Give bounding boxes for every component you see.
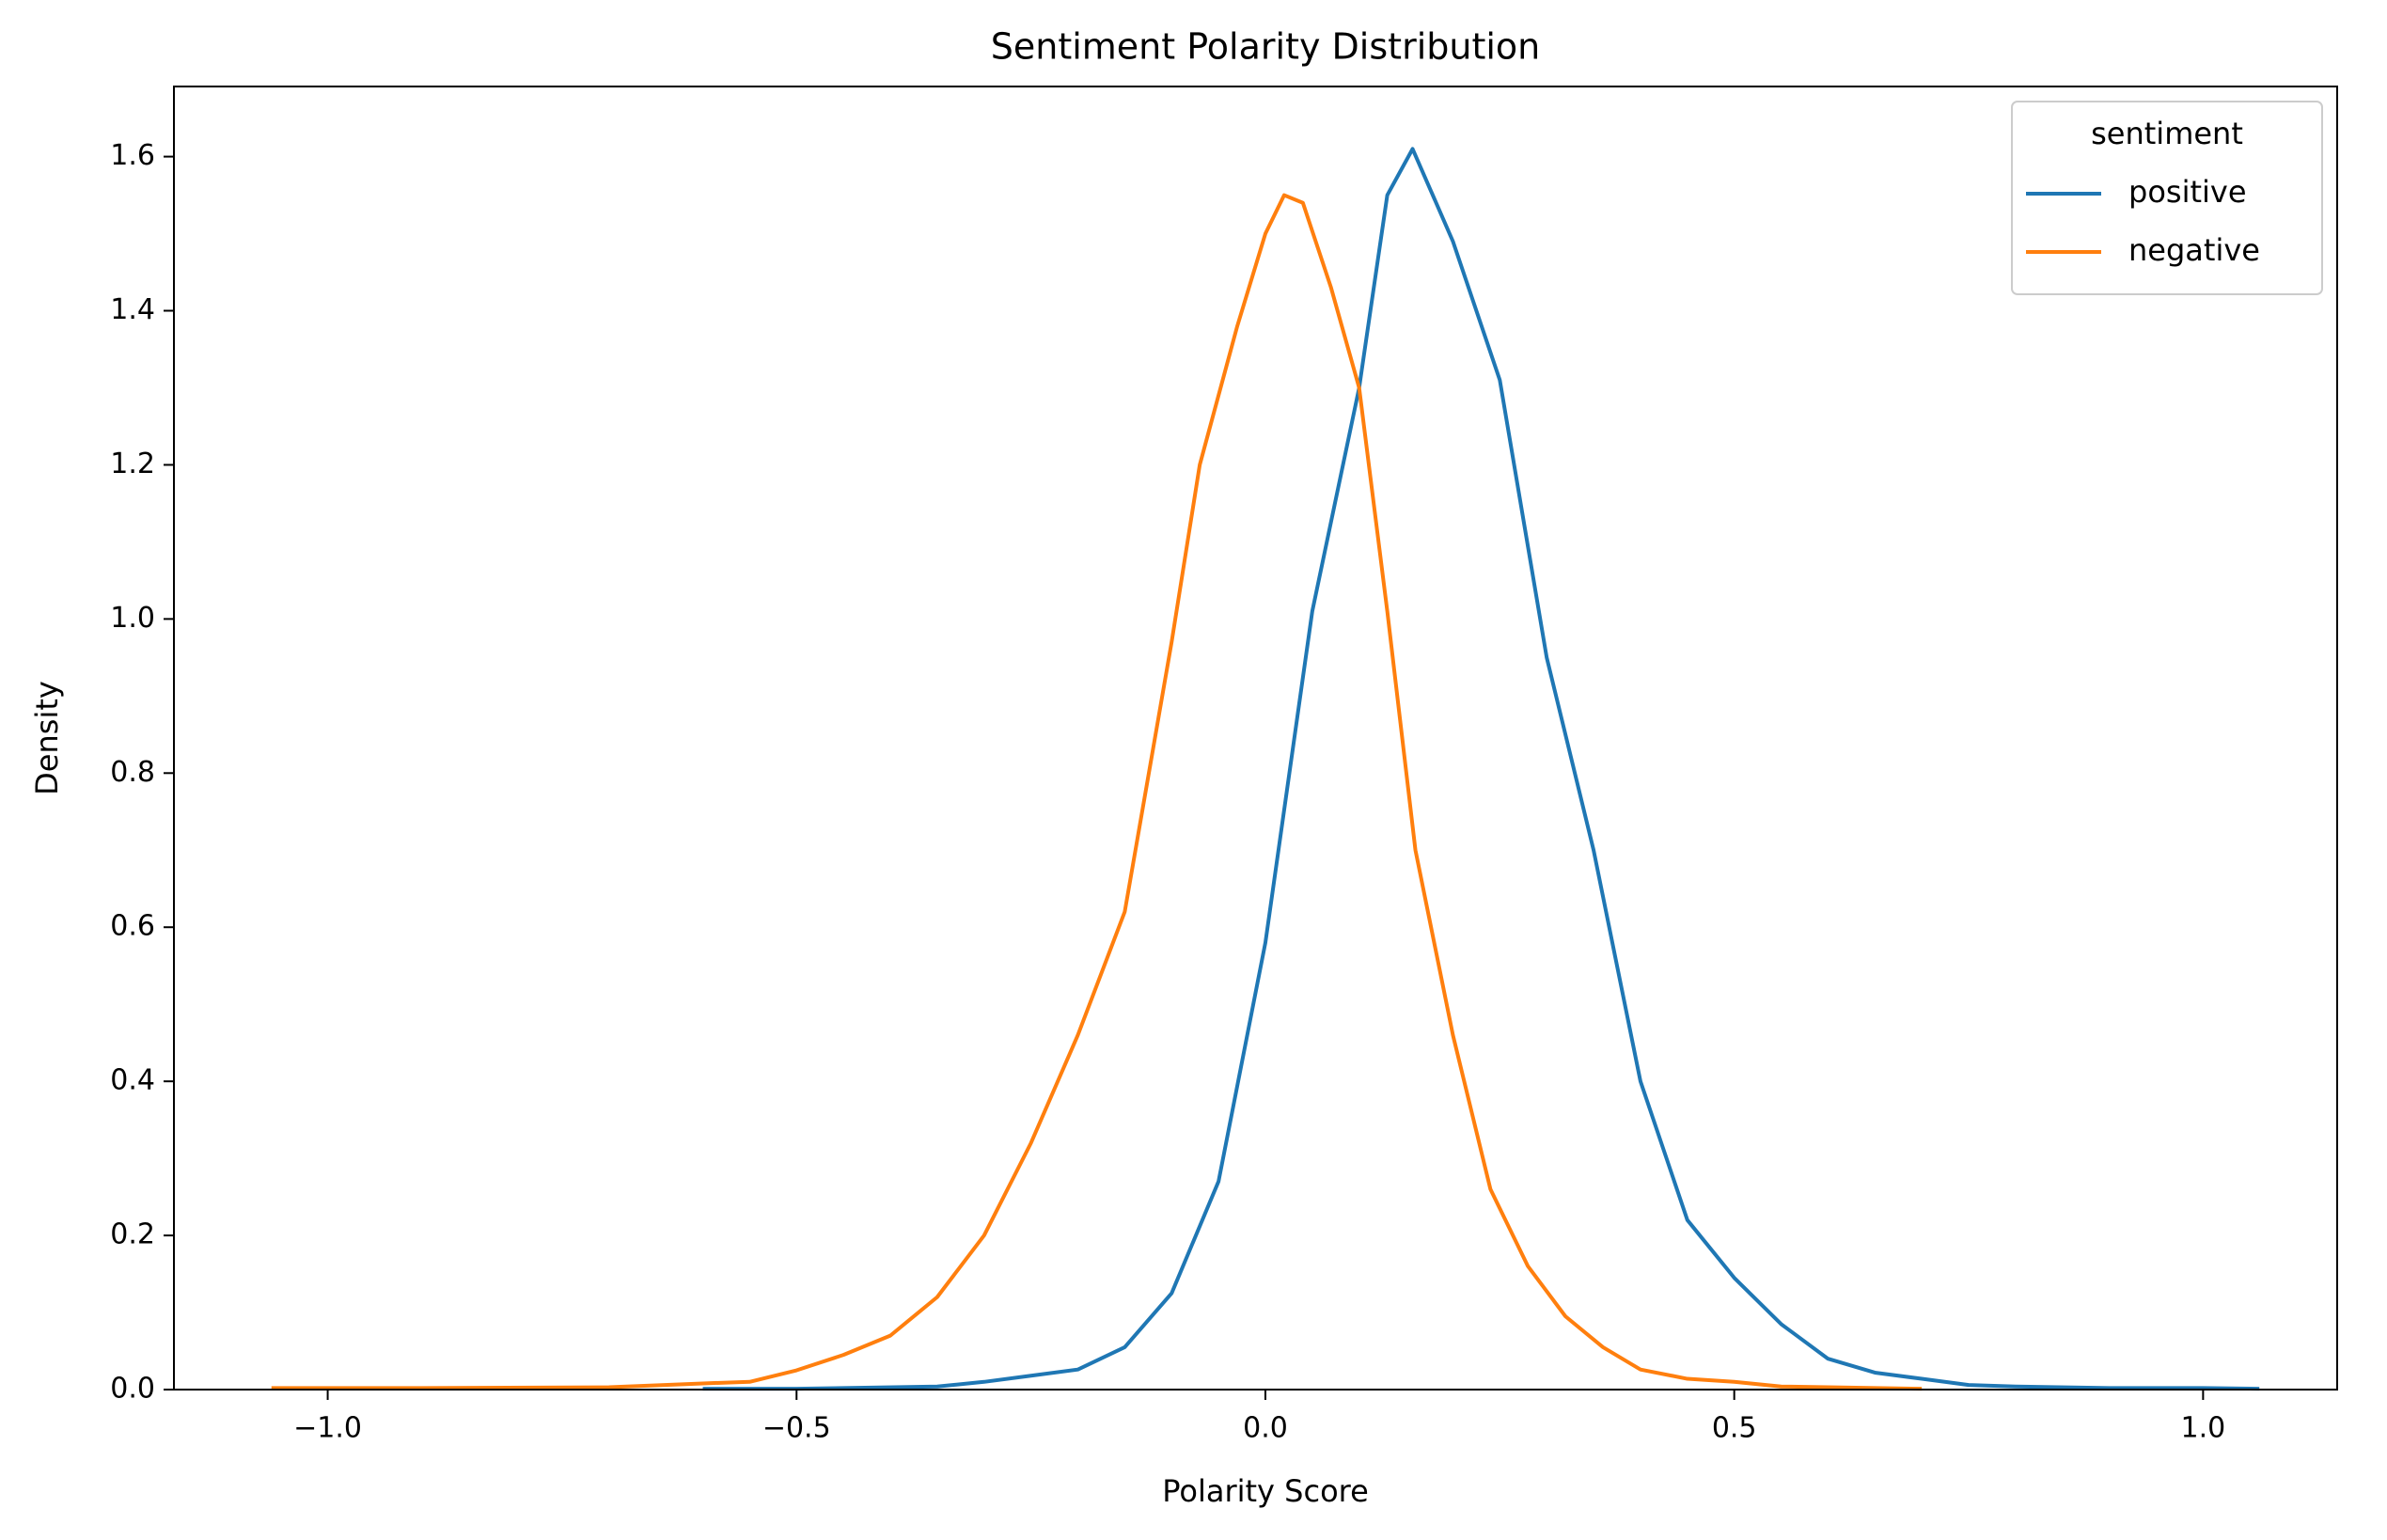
plot-frame — [173, 86, 2338, 1391]
legend-label: negative — [2128, 232, 2260, 268]
line — [702, 147, 2260, 1391]
y-axis-label: Density — [29, 681, 65, 795]
x-tick-label: −1.0 — [293, 1412, 362, 1445]
y-tick-label: 0.8 — [110, 756, 155, 789]
y-tick-label: 0.6 — [110, 910, 155, 943]
y-tick-label: 0.4 — [110, 1064, 155, 1097]
x-tick-label: 1.0 — [2181, 1412, 2226, 1445]
legend: sentiment positive negative — [2011, 101, 2323, 295]
line — [271, 193, 1923, 1391]
legend-title: sentiment — [2091, 116, 2243, 151]
y-tick-label: 1.2 — [110, 448, 155, 480]
y-tick-label: 1.0 — [110, 602, 155, 635]
legend-box — [2011, 101, 2323, 295]
chart-title: Sentiment Polarity Distribution — [991, 26, 1541, 68]
legend-label: positive — [2128, 174, 2247, 210]
y-tick-label: 0.2 — [110, 1218, 155, 1251]
x-tick-label: 0.5 — [1712, 1412, 1757, 1445]
y-tick-label: 0.0 — [110, 1373, 155, 1406]
x-tick-label: −0.5 — [762, 1412, 831, 1445]
x-tick-label: 0.0 — [1243, 1412, 1288, 1445]
y-tick-label: 1.6 — [110, 139, 155, 172]
x-axis-label: Polarity Score — [1162, 1473, 1369, 1509]
y-tick-label: 1.4 — [110, 293, 155, 326]
